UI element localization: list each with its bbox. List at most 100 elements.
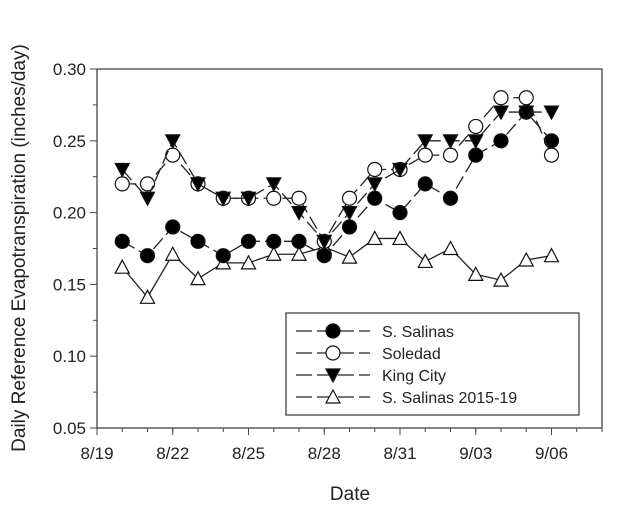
data-point (442, 240, 459, 256)
series-s-salinas-2015-19 (114, 230, 560, 304)
data-point (442, 190, 459, 206)
legend-marker (324, 388, 342, 404)
data-point (164, 245, 181, 261)
data-point (492, 105, 510, 121)
data-point (316, 234, 333, 250)
series-soledad (114, 90, 560, 249)
data-point (467, 266, 484, 281)
data-point (468, 118, 484, 135)
data-point (367, 190, 383, 206)
legend-marker (325, 345, 341, 361)
y-tick-label: 0.10 (53, 347, 86, 366)
series-s-salinas (114, 104, 560, 264)
data-point (417, 147, 433, 163)
data-point (341, 190, 358, 206)
y-tick-label: 0.25 (53, 132, 86, 151)
data-point (165, 147, 181, 163)
data-point (417, 134, 434, 150)
legend-label: King City (382, 368, 446, 385)
data-point (442, 134, 459, 150)
series-line (121, 237, 552, 299)
data-point (442, 147, 459, 163)
x-tick-label: 8/31 (383, 444, 416, 463)
data-point (316, 248, 332, 264)
y-axis-label: Daily Reference Evapotranspiration (inch… (9, 44, 30, 452)
legend: S. Salinas Soledad King City S. Salinas 20… (285, 312, 580, 416)
data-point (266, 190, 282, 206)
data-point (290, 206, 308, 221)
x-axis-label: Date (330, 484, 370, 505)
data-point (468, 147, 484, 163)
y-tick-label: 0.20 (53, 204, 86, 223)
data-point (518, 251, 535, 267)
data-point (265, 245, 282, 261)
x-axis: 8/19 8/22 8/25 8/28 8/31 9/03 9/06 (80, 428, 603, 463)
data-point (341, 248, 358, 264)
data-point (366, 230, 383, 246)
x-tick-label: 8/22 (156, 444, 189, 463)
data-point (215, 248, 231, 264)
data-point (139, 289, 156, 304)
data-point (189, 177, 207, 193)
data-point (240, 191, 257, 207)
data-point (543, 247, 560, 263)
data-point (366, 177, 383, 193)
data-point (391, 230, 409, 246)
x-tick-label: 9/06 (535, 444, 568, 463)
data-point (164, 134, 181, 150)
data-point (518, 90, 534, 106)
y-axis: 0.05 0.10 0.15 0.20 0.25 0.30 (53, 60, 97, 438)
data-point (266, 233, 282, 249)
x-tick-label: 8/19 (80, 444, 113, 463)
y-tick-label: 0.15 (53, 275, 86, 294)
data-point (493, 133, 509, 149)
data-point (114, 258, 131, 274)
legend-item: S. Salinas 2015-19 (296, 388, 517, 407)
data-point (467, 134, 484, 150)
legend-item: King City (296, 368, 446, 385)
data-point (417, 176, 433, 192)
data-point (190, 233, 206, 249)
data-point (291, 233, 307, 249)
x-tick-label: 8/25 (232, 444, 265, 463)
data-point (341, 206, 358, 221)
data-point (165, 219, 181, 235)
legend-marker (324, 368, 342, 384)
data-point (367, 161, 383, 178)
data-point (240, 254, 257, 270)
data-point (543, 147, 560, 163)
legend-label: Soledad (382, 346, 441, 363)
data-point (139, 191, 156, 207)
data-point (290, 245, 308, 261)
data-point (265, 177, 282, 193)
legend-item: S. Salinas (296, 323, 454, 341)
legend-label: S. Salinas (382, 324, 454, 341)
data-point (189, 270, 207, 286)
data-point (518, 105, 535, 121)
data-point (391, 162, 409, 178)
series-line (122, 97, 553, 243)
y-tick-label: 0.05 (53, 419, 86, 438)
data-point (493, 90, 509, 106)
x-tick-label: 8/28 (308, 444, 341, 463)
series-king-city (114, 105, 560, 250)
data-point (139, 176, 156, 192)
data-point (492, 271, 510, 287)
data-point (114, 233, 130, 249)
data-point (114, 176, 130, 192)
data-point (543, 105, 560, 121)
data-point (114, 162, 131, 178)
data-point (341, 219, 358, 235)
data-point (417, 253, 434, 269)
legend-item: Soledad (296, 345, 441, 363)
series-group (114, 90, 560, 304)
data-point (392, 205, 408, 221)
y-tick-label: 0.30 (53, 60, 86, 79)
legend-marker (325, 323, 341, 339)
data-point (291, 190, 307, 206)
x-tick-label: 9/03 (459, 444, 492, 463)
series-line (121, 111, 552, 257)
data-point (139, 248, 156, 264)
data-point (543, 133, 560, 149)
